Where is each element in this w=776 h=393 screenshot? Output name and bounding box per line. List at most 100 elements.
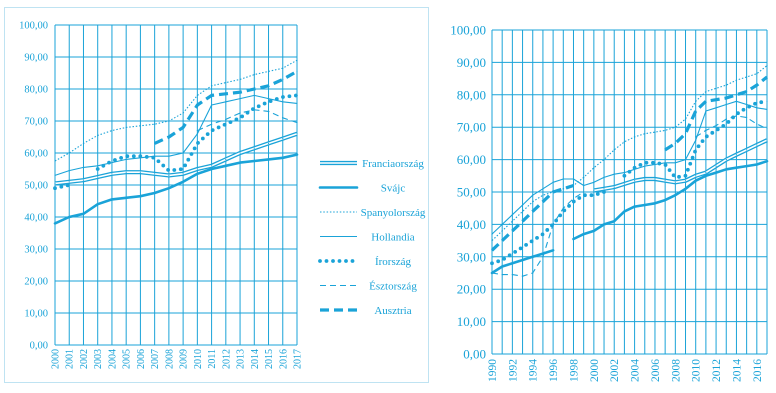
series-point-r2-18 xyxy=(674,126,676,128)
series-point-s2-14 xyxy=(253,74,255,76)
series-point-s1-8 xyxy=(168,187,170,189)
series-point-r3-6 xyxy=(552,181,554,183)
series-point-r3-2 xyxy=(511,214,513,216)
series-point-s1-16 xyxy=(282,157,284,159)
y-tick-label: 20,00 xyxy=(457,282,486,297)
series-point-s0-17 xyxy=(296,133,298,135)
series-point-s2-15 xyxy=(267,70,270,72)
series-point-r3-5 xyxy=(542,188,544,190)
x-tick-label: 2012 xyxy=(711,359,723,382)
series-point-s3-9 xyxy=(182,152,184,154)
series-point-r4-8 xyxy=(572,201,575,203)
series-point-r0-24 xyxy=(735,154,737,156)
x-tick-label: 2002 xyxy=(79,349,90,369)
series-point-r6-25 xyxy=(746,91,748,93)
x-tick-label: 2017 xyxy=(293,349,304,369)
series-line-r4-0-0 xyxy=(490,190,606,266)
y-tick-label: 90,00 xyxy=(24,53,48,64)
series-point-s0-6 xyxy=(139,171,141,173)
series-point-s4-11 xyxy=(211,130,213,132)
series-point-s6-9 xyxy=(182,126,184,128)
series-point-s3-14 xyxy=(253,94,255,96)
series-point-s4-7 xyxy=(154,157,156,159)
series-point-s4-1 xyxy=(68,184,70,186)
series-point-s6-17 xyxy=(296,70,298,72)
x-tick-label: 2004 xyxy=(630,359,642,382)
series-point-r1-6 xyxy=(552,249,554,251)
series-point-r2-24 xyxy=(735,79,737,81)
series-point-r6-26 xyxy=(756,84,758,86)
series-point-r4-19 xyxy=(684,175,687,177)
series-point-s6-8 xyxy=(168,136,170,138)
series-point-r5-6 xyxy=(552,223,554,225)
series-point-s0-1 xyxy=(68,181,70,183)
x-tick-label: 2000 xyxy=(51,349,62,369)
series-point-r3-16 xyxy=(654,163,656,166)
series-point-r3-21 xyxy=(705,110,707,112)
x-tick-label: 2010 xyxy=(193,349,204,369)
series-point-r0-16 xyxy=(654,178,656,180)
series-line-s0-0-0 xyxy=(54,131,298,186)
series-point-r6-7 xyxy=(562,188,564,190)
series-point-s2-8 xyxy=(168,120,170,122)
series-point-r0-14 xyxy=(634,180,636,182)
series-line-s4-0-0 xyxy=(53,183,72,191)
series-point-r1-18 xyxy=(674,194,676,196)
series-point-r1-22 xyxy=(715,172,717,174)
series-point-s5-16 xyxy=(282,117,284,119)
series-point-s2-11 xyxy=(211,85,213,87)
series-line-s2-0-0 xyxy=(54,59,298,162)
series-point-s0-3 xyxy=(97,176,99,178)
y-tick-label: 30,00 xyxy=(24,245,48,256)
x-tick-label: 2006 xyxy=(650,359,662,382)
series-point-r0-26 xyxy=(756,144,758,146)
series-point-s4-9 xyxy=(182,168,184,170)
series-point-s6-15 xyxy=(267,85,270,87)
grid xyxy=(491,29,768,355)
series-point-s1-7 xyxy=(154,192,156,194)
series-point-r0-10 xyxy=(593,189,595,191)
series-point-s1-11 xyxy=(211,168,213,170)
x-tick-label: 2004 xyxy=(107,349,118,369)
series-point-s0-10 xyxy=(196,168,198,170)
series-point-r3-23 xyxy=(725,103,727,106)
series-point-s3-4 xyxy=(111,162,113,164)
series-line-s0-0-1 xyxy=(54,133,298,185)
y-tick-label: 0,00 xyxy=(30,341,48,352)
series-point-s4-5 xyxy=(125,155,127,157)
series-point-s5-11 xyxy=(211,123,213,125)
x-tick-label: 2013 xyxy=(236,349,247,369)
series-point-r4-18 xyxy=(674,176,676,178)
series-point-r5-23 xyxy=(725,118,727,120)
y-tick-label: 60,00 xyxy=(457,152,486,167)
x-tick-label: 2015 xyxy=(264,349,275,369)
series-point-r1-9 xyxy=(583,233,585,235)
series-point-r6-18 xyxy=(674,142,676,144)
series-point-r5-2 xyxy=(511,274,513,276)
series-group xyxy=(53,59,299,225)
left-chart-panel: 0,00 10,00 20,00 30,00 40,00 50,00 60,00 70,00 8… xyxy=(4,7,429,383)
series-point-r6-0 xyxy=(491,249,493,251)
series-point-r4-7 xyxy=(562,210,564,212)
series-point-s4-15 xyxy=(267,101,270,103)
legend-label: Hollandia xyxy=(371,232,414,244)
series-point-r4-25 xyxy=(746,107,748,109)
series-point-r4-10 xyxy=(593,194,595,196)
series-point-r0-20 xyxy=(695,175,697,177)
left-line-chart: 0,00 10,00 20,00 30,00 40,00 50,00 60,00 70,00 8… xyxy=(4,7,429,383)
series-point-s5-12 xyxy=(225,118,227,120)
series-point-r6-20 xyxy=(695,110,697,112)
series-point-s4-0 xyxy=(54,187,56,189)
series-point-s2-5 xyxy=(125,126,127,128)
series-point-r4-24 xyxy=(735,113,737,115)
series-point-r2-25 xyxy=(746,76,748,78)
series-point-r0-18 xyxy=(674,181,676,183)
series-point-s4-3 xyxy=(97,168,99,170)
x-tick-label: 2008 xyxy=(164,349,175,369)
series-point-r3-7 xyxy=(562,178,564,180)
series-point-r0-19 xyxy=(684,180,687,182)
series-point-r1-4 xyxy=(532,256,534,258)
series-point-r6-19 xyxy=(684,133,687,135)
series-point-r4-1 xyxy=(501,259,503,261)
series-point-r3-19 xyxy=(684,159,687,161)
